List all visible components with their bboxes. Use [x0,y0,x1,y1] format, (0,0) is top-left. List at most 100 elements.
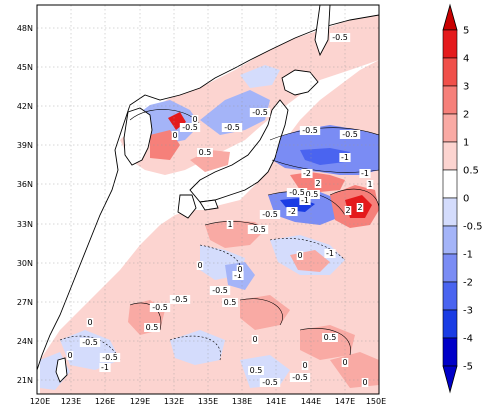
colorbar-bottom-arrow [442,365,458,394]
lat-label: 24N [17,337,33,346]
contour-label: 0.5 [224,298,237,307]
contour-label-bg [99,353,121,362]
colorbar-label: 1 [463,138,469,149]
contour-label-bg [209,286,231,295]
contour-label: -0.5 [250,225,266,234]
colorbar-box [442,85,458,115]
lon-label: 147E [335,397,355,406]
lat-label: 33N [17,220,33,229]
lon-label: 120E [30,397,50,406]
contour-label: 0 [197,261,202,270]
contour-label-bg [197,148,213,157]
contour-label: -0.5 [342,130,358,139]
lat-label: 42N [17,102,33,111]
contour-label: 0 [362,378,367,387]
contour-label-bg [259,378,281,387]
contour-label: -0.5 [172,295,188,304]
lon-label: 129E [130,397,150,406]
contour-label: -2 [288,207,296,216]
colorbar-box [442,197,458,227]
contour-label: -0.5 [302,126,318,135]
contour-label-bg [359,169,371,178]
contour-label: 2 [315,179,320,188]
contour-label-bg [144,323,160,332]
anomaly-fill [40,15,379,394]
colorbar-label: -4 [463,334,473,345]
contour-label: 0.5 [250,366,263,375]
colorbar-label: 4 [463,54,469,65]
colorbar-box [442,169,458,199]
colorbar-label: -0.5 [463,222,483,233]
contour-label: -0.5 [292,373,308,382]
contour-label-bg [299,126,321,135]
contour-label-bg [248,366,264,375]
contour-label: -1 [101,363,109,372]
contour-label: 0 [297,251,302,260]
contour-label: 0 [342,358,347,367]
contour-label-bg [196,261,204,270]
contour-label: -0.5 [212,286,228,295]
contour-label: -1 [234,271,242,280]
contour-label-bg [324,249,336,258]
contour-label-bg [66,351,74,360]
contour-label: -1 [361,169,369,178]
contour-label-bg [86,318,94,327]
contour-label-bg [304,190,320,199]
lat-label: 45N [17,63,33,72]
contour-label: 0 [87,318,92,327]
contour-label: 0 [192,115,197,124]
contour-label-bg [361,378,369,387]
contour-label: -1 [326,249,334,258]
contour-label-group: -0.5-0.50-0.50.50-0.5 -0.5 -0.5-1-2 -12-0.5… [66,33,374,387]
grid [37,5,379,394]
plot-area: -0.5-0.50-0.50.50-0.5 -0.5 -0.5-1-2 -12-0.5… [37,5,379,394]
contour-label-bg [226,220,234,229]
contour-label: 0.5 [324,333,337,342]
contour-label: -1 [341,153,349,162]
contour-label: -0.5 [262,378,278,387]
contour-label: -2 [303,169,311,178]
lon-label: 123E [61,397,81,406]
contour-label: 1 [227,220,232,229]
contour-label: -0.5 [182,123,198,132]
colorbar-box [442,309,458,339]
contour-label-bg [221,123,243,132]
colorbar-label: -5 [463,362,473,373]
colorbar-box [442,141,458,171]
contour-label: -0.5 [152,303,168,312]
colorbar-label: -3 [463,306,473,317]
colorbar-label: 0.5 [463,166,479,177]
lat-label: 39N [17,141,33,150]
lat-axis: 48N 45N 42N 39N 36N 33N 30N 27N 24N 21N [17,24,33,385]
contour-label: 0 [67,351,72,360]
contour-label: -0.5 [262,210,278,219]
colorbar-label: 5 [463,26,469,37]
contour-label: 1 [367,180,372,189]
colorbar-box [442,337,458,367]
contour-label-bg [251,335,259,344]
contour-label: -0.5 [252,108,268,117]
contour-label: 2 [357,203,362,212]
contour-label: 0.5 [306,190,319,199]
contour-label-bg [329,33,351,42]
colorbar-label: -2 [463,278,473,289]
contour-label: -0.5 [332,33,348,42]
contour-label-bg [366,180,374,189]
lat-label: 27N [17,298,33,307]
plot-frame [36,4,380,395]
contour-label: 0.5 [199,148,212,157]
contour-label-bg [322,333,338,342]
contour-label-bg [286,188,308,197]
contour-label: -0.5 [224,123,240,132]
colorbar-box [442,225,458,255]
contour-label-bg [179,123,201,132]
contour-label: -0.5 [102,353,118,362]
colorbar: 5 4 3 2 1 0.5 0 -0.5 -1 -2 -3 -4 -5 [442,3,483,394]
colorbar-box [442,29,458,59]
lon-label: 138E [232,397,252,406]
contour-label-bg [286,207,298,216]
contour-label-bg [169,295,191,304]
contour-label-bg [149,303,171,312]
colorbar-box [442,253,458,283]
